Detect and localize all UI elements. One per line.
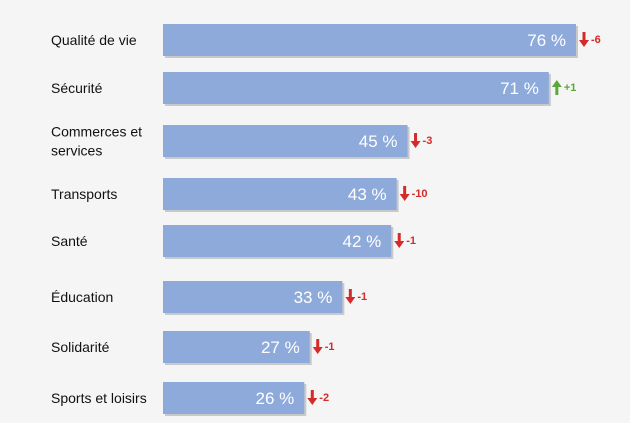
change-label: -2: [319, 392, 329, 404]
change-label: -6: [591, 34, 601, 46]
change-label: -1: [357, 291, 367, 303]
bar: [163, 382, 305, 414]
arrow-down-icon: [345, 289, 356, 304]
arrow-down-icon: [579, 32, 589, 47]
arrow-down-icon: [312, 339, 323, 354]
change-label: -1: [325, 341, 335, 353]
category-label: Éducation: [51, 289, 113, 305]
category-label: Qualité de vie: [51, 32, 137, 48]
category-label: Sports et loisirs: [51, 390, 147, 406]
arrow-down-icon: [399, 186, 410, 201]
bar: [163, 178, 397, 210]
bar: [163, 281, 343, 313]
value-label: 26 %: [256, 389, 295, 408]
change-label: -3: [423, 135, 433, 147]
value-label: 76 %: [527, 31, 566, 50]
change-label: -1: [406, 235, 416, 247]
arrow-down-icon: [394, 233, 405, 248]
value-label: 45 %: [359, 132, 398, 151]
change-label: +1: [564, 82, 577, 94]
value-label: 27 %: [261, 338, 300, 357]
category-labels: Qualité de vie Sécurité Commerces et servic…: [51, 32, 147, 406]
category-label: Sécurité: [51, 80, 103, 96]
bar: [163, 225, 392, 257]
category-label: Santé: [51, 233, 88, 249]
value-label: 33 %: [294, 288, 333, 307]
bar: [163, 24, 576, 56]
bar: [163, 125, 408, 157]
arrow-up-icon: [551, 80, 562, 95]
category-label: Commerces et services: [51, 124, 142, 159]
value-labels: 76 % 71 % 45 % 43 % 42 % 33 % 27 % 26 %: [256, 31, 566, 408]
category-label: Transports: [51, 186, 117, 202]
change-indicators: -6 +1 -3 -10 -1 -1 -1 -2: [307, 32, 601, 405]
category-label: Solidarité: [51, 339, 110, 355]
arrow-down-icon: [410, 133, 421, 148]
value-label: 71 %: [500, 79, 539, 98]
value-label: 42 %: [342, 232, 381, 251]
bar: [163, 331, 310, 363]
arrow-down-icon: [307, 390, 318, 405]
change-label: -10: [412, 188, 428, 200]
bars: [163, 24, 578, 416]
value-label: 43 %: [348, 185, 387, 204]
bar: [163, 72, 549, 104]
